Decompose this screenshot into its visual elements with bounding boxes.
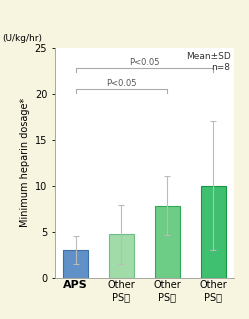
Bar — [109, 234, 134, 278]
Bar — [63, 250, 88, 278]
Text: Mean±SD
n=8: Mean±SD n=8 — [186, 52, 231, 72]
Text: P<0.05: P<0.05 — [129, 58, 160, 67]
Bar — [155, 206, 180, 278]
Text: (U/kg/hr): (U/kg/hr) — [2, 34, 43, 43]
Y-axis label: Minimum heparin dosage*: Minimum heparin dosage* — [20, 98, 30, 227]
Bar — [201, 186, 226, 278]
Text: P<0.05: P<0.05 — [106, 79, 137, 88]
